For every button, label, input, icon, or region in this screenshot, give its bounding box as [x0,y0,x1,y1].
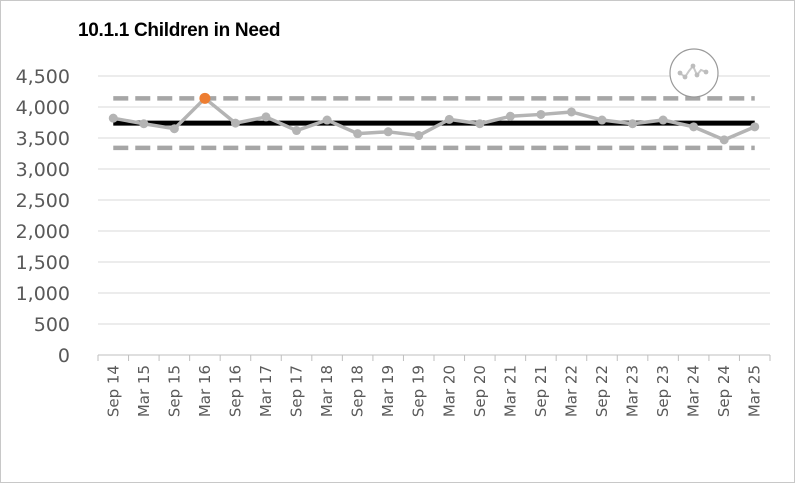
x-tick-label: Mar 25 [746,365,764,417]
x-tick-label: Mar 23 [624,365,642,417]
y-tick-label: 2,500 [16,190,70,212]
series-line [112,96,756,142]
y-tick-label: 3,000 [16,159,70,181]
data-point [292,126,302,136]
x-tick-label: Mar 20 [440,365,458,417]
data-point [169,124,179,134]
x-tick-label: Mar 18 [318,365,336,417]
data-point [536,109,546,119]
y-tick-label: 1,500 [16,252,70,274]
x-tick-label: Sep 15 [165,365,183,417]
data-point [628,119,638,129]
data-point [750,122,760,132]
x-tick-label: Sep 19 [410,365,428,417]
data-point [139,119,149,129]
x-tick-label: Sep 14 [104,365,122,417]
data-point [261,112,271,122]
x-tick-label: Mar 22 [562,365,580,417]
x-tick-label: Sep 22 [593,365,611,417]
x-tick-label: Sep 18 [349,365,367,417]
x-tick-label: Mar 19 [379,365,397,417]
y-tick-label: 1,000 [16,283,70,305]
y-tick-label: 500 [34,314,70,336]
x-tick-label: Sep 24 [715,365,733,417]
data-point [689,122,699,132]
data-point [108,113,118,123]
x-tick-label: Sep 23 [654,365,672,417]
y-tick-label: 2,000 [16,221,70,243]
y-tick-label: 3,500 [16,128,70,150]
x-tick-label: Mar 16 [196,365,214,417]
x-tick-label: Sep 21 [532,365,550,417]
y-tick-label: 0 [58,345,70,367]
x-tick-label: Mar 21 [501,365,519,417]
highlight-point [199,92,211,104]
trend-line-icon[interactable] [669,48,719,98]
data-point [505,111,515,121]
data-point [353,129,363,139]
data-point [597,115,607,125]
data-point [566,107,576,117]
data-point [475,119,485,129]
y-tick-label: 4,000 [16,97,70,119]
x-tick-label: Mar 24 [685,365,703,417]
data-point [383,127,393,137]
x-tick-label: Mar 15 [135,365,153,417]
y-tick-label: 4,500 [16,66,70,88]
data-point [658,115,668,125]
data-point [322,115,332,125]
x-tick-label: Sep 17 [288,365,306,417]
chart-title: 10.1.1 Children in Need [78,20,281,41]
x-tick-label: Sep 20 [471,365,489,417]
data-point [414,131,424,141]
x-tick-label: Mar 17 [257,365,275,417]
data-point [230,118,240,128]
data-point [719,135,729,145]
data-point [444,114,454,124]
x-tick-label: Sep 16 [226,365,244,417]
